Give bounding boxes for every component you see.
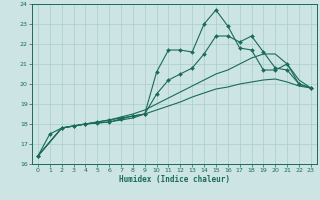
X-axis label: Humidex (Indice chaleur): Humidex (Indice chaleur) — [119, 175, 230, 184]
